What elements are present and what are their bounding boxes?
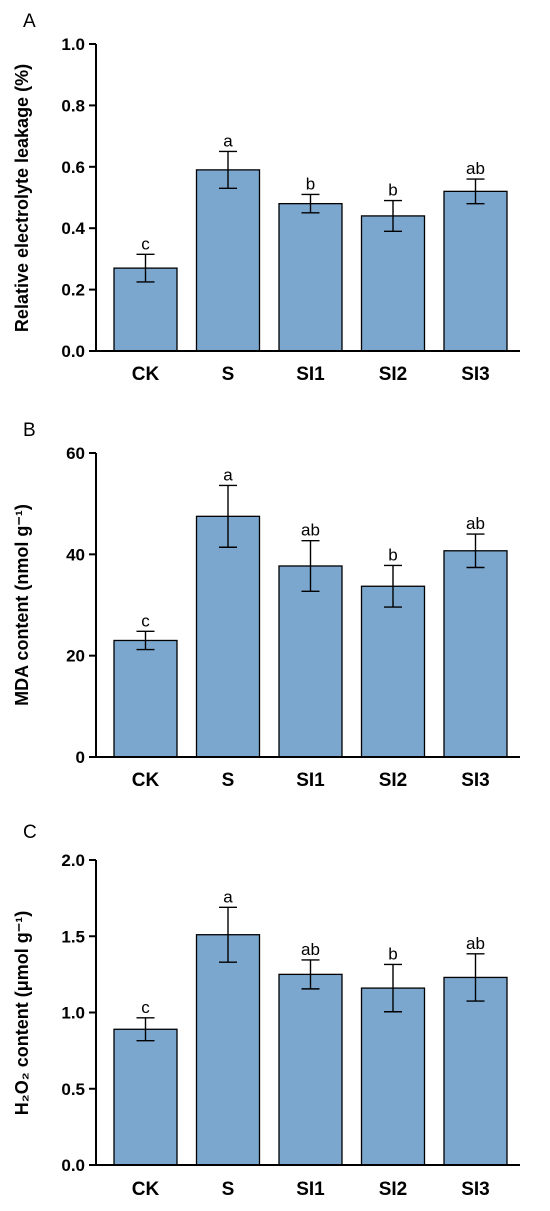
y-tick-label: 0.5 [61,1080,85,1099]
y-tick-label: 20 [66,647,85,666]
y-tick-label: 0.6 [61,158,85,177]
y-tick-label: 2.0 [61,851,85,870]
y-tick-label: 0.4 [61,219,85,238]
y-tick-label: 1.0 [61,1004,85,1023]
x-tick-label: SI1 [296,1179,325,1200]
significance-label: ab [466,514,485,533]
x-tick-label: SI3 [461,1179,490,1200]
bar-s [195,934,261,1166]
x-tick-label: SI2 [379,364,408,385]
y-axis-label: MDA content (nmol g⁻¹) [12,504,32,706]
y-tick-label: 1.0 [61,35,85,54]
panel-letter: A [23,11,36,32]
significance-label: b [388,944,397,963]
x-tick-label: CK [132,770,160,791]
error-bar-ck [136,253,155,283]
significance-label: c [141,234,150,253]
x-tick-label: S [222,770,235,791]
error-bar-si1 [301,959,320,990]
y-axis-label: Relative electrolyte leakage (%) [12,64,32,332]
bar-s [195,515,261,758]
significance-label: ab [466,159,485,178]
y-tick-label: 0.0 [61,1156,85,1175]
significance-label: a [223,887,233,906]
significance-label: b [388,545,397,564]
y-tick-label: 40 [66,545,85,564]
chart-panel-a: A Relative electrolyte leakage (%) c CK a Sb S… [12,11,520,385]
bar-si2 [360,585,426,758]
x-tick-label: SI1 [296,364,325,385]
error-bar-s [219,150,237,189]
x-tick-label: SI3 [461,770,490,791]
significance-label: ab [301,521,320,540]
chart-panel-b: B MDA content (nmol g⁻¹) c CK a Sab SI1 b SI2 ab S… [12,420,520,791]
x-tick-label: S [222,1179,235,1200]
bar-si1 [278,202,343,352]
significance-label: a [223,131,233,150]
y-tick-label: 0.0 [61,342,85,361]
significance-label: ab [301,940,320,959]
error-bar-si2 [384,564,402,608]
error-bar-si2 [384,199,402,232]
bar-si2 [360,987,426,1166]
panel-letter: C [23,822,37,843]
x-tick-label: CK [132,1179,160,1200]
y-tick-label: 1.5 [61,927,85,946]
error-bar-ck [136,1017,155,1042]
bar-si3 [443,190,508,352]
significance-label: b [388,181,397,200]
significance-label: c [141,998,150,1017]
y-tick-label: 0.2 [61,281,85,300]
significance-label: b [306,174,315,193]
bar-si3 [443,976,508,1166]
panel-letter: B [23,420,36,441]
bar-s [195,169,261,352]
significance-label: c [141,611,150,630]
x-tick-label: SI1 [296,770,325,791]
x-tick-label: SI2 [379,770,408,791]
bar-si1 [278,973,343,1166]
y-axis-label: H₂O₂ content (μmol g⁻¹) [12,911,32,1116]
bar-si1 [278,565,343,758]
x-tick-label: SI2 [379,1179,408,1200]
bar-ck [113,1028,178,1166]
error-bar-si3 [466,178,485,205]
error-bar-s [219,484,237,548]
significance-label: ab [466,934,485,953]
y-tick-label: 0 [76,748,85,767]
error-bar-si1 [301,193,320,214]
y-tick-label: 0.8 [61,96,85,115]
x-tick-label: SI3 [461,364,490,385]
error-bar-si2 [384,963,402,1013]
bar-si3 [443,550,508,758]
x-tick-label: CK [132,364,160,385]
chart-panel-c: C H₂O₂ content (μmol g⁻¹) c CK a Sab SI1 b SI2 ab… [12,822,520,1200]
error-bar-s [219,906,237,963]
significance-label: a [223,465,233,484]
error-bar-si1 [301,539,320,593]
y-tick-label: 60 [66,444,85,463]
bar-si2 [360,215,426,352]
error-bar-si3 [466,533,485,569]
x-tick-label: S [222,364,235,385]
bar-ck [113,639,178,758]
error-bar-si3 [466,953,485,1002]
error-bar-ck [136,630,155,651]
